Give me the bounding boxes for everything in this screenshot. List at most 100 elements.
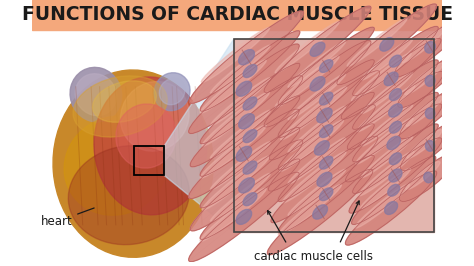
Ellipse shape	[75, 74, 117, 115]
Ellipse shape	[53, 70, 213, 257]
Ellipse shape	[313, 205, 328, 219]
Ellipse shape	[264, 40, 371, 127]
Ellipse shape	[269, 71, 380, 160]
Ellipse shape	[271, 136, 378, 223]
Ellipse shape	[406, 97, 442, 126]
Bar	[134, 146, 164, 176]
Ellipse shape	[200, 96, 300, 176]
Ellipse shape	[210, 78, 270, 126]
Ellipse shape	[278, 155, 374, 233]
Ellipse shape	[154, 73, 190, 111]
Ellipse shape	[278, 92, 374, 170]
Ellipse shape	[401, 121, 460, 171]
Ellipse shape	[201, 28, 270, 82]
Ellipse shape	[352, 53, 411, 101]
Ellipse shape	[319, 156, 333, 169]
Ellipse shape	[319, 92, 333, 105]
Ellipse shape	[200, 31, 300, 111]
Ellipse shape	[353, 60, 438, 129]
Ellipse shape	[200, 60, 266, 113]
Text: heart: heart	[40, 208, 94, 228]
Ellipse shape	[210, 45, 270, 93]
Ellipse shape	[425, 140, 435, 151]
Ellipse shape	[200, 63, 300, 144]
Bar	[234, 39, 434, 232]
Ellipse shape	[389, 55, 401, 67]
Ellipse shape	[407, 130, 442, 158]
Ellipse shape	[202, 156, 269, 210]
Text: cardiac muscle cells: cardiac muscle cells	[254, 250, 373, 263]
Ellipse shape	[210, 173, 270, 221]
Ellipse shape	[317, 172, 332, 187]
Ellipse shape	[73, 76, 167, 137]
Ellipse shape	[267, 169, 373, 255]
Ellipse shape	[388, 184, 400, 196]
Ellipse shape	[357, 85, 415, 132]
Ellipse shape	[337, 4, 437, 85]
Ellipse shape	[281, 87, 347, 140]
Ellipse shape	[282, 152, 346, 203]
Ellipse shape	[202, 92, 269, 146]
Ellipse shape	[264, 6, 371, 93]
Ellipse shape	[353, 93, 438, 162]
Ellipse shape	[243, 193, 257, 206]
Ellipse shape	[238, 178, 255, 193]
Bar	[234, 39, 434, 232]
Ellipse shape	[64, 116, 167, 215]
Ellipse shape	[210, 110, 270, 158]
Ellipse shape	[389, 169, 402, 182]
Ellipse shape	[398, 54, 462, 107]
Ellipse shape	[362, 72, 413, 114]
Ellipse shape	[210, 142, 270, 190]
Ellipse shape	[310, 42, 325, 56]
Ellipse shape	[116, 104, 176, 168]
Ellipse shape	[319, 60, 333, 72]
Ellipse shape	[424, 172, 433, 183]
Ellipse shape	[360, 168, 410, 209]
Ellipse shape	[288, 41, 346, 88]
Ellipse shape	[120, 81, 189, 151]
Ellipse shape	[243, 130, 257, 143]
Ellipse shape	[288, 106, 346, 152]
Ellipse shape	[275, 22, 339, 73]
Ellipse shape	[402, 28, 445, 63]
Ellipse shape	[341, 39, 441, 119]
Ellipse shape	[92, 81, 156, 122]
Ellipse shape	[389, 104, 402, 117]
Ellipse shape	[389, 89, 401, 101]
Ellipse shape	[280, 120, 344, 172]
Ellipse shape	[278, 60, 374, 138]
Ellipse shape	[346, 171, 437, 245]
Ellipse shape	[288, 169, 346, 215]
Ellipse shape	[404, 63, 443, 95]
Ellipse shape	[406, 161, 440, 190]
Ellipse shape	[353, 26, 438, 96]
Ellipse shape	[346, 104, 442, 182]
Bar	[32, 0, 442, 30]
Ellipse shape	[268, 105, 375, 191]
Ellipse shape	[310, 77, 325, 91]
Ellipse shape	[319, 188, 333, 201]
Ellipse shape	[278, 27, 374, 105]
Ellipse shape	[200, 127, 300, 208]
Ellipse shape	[70, 67, 122, 122]
Ellipse shape	[362, 39, 413, 80]
Ellipse shape	[380, 38, 394, 51]
Ellipse shape	[243, 97, 257, 110]
Ellipse shape	[400, 153, 457, 201]
Ellipse shape	[359, 151, 414, 196]
Ellipse shape	[384, 202, 398, 214]
Ellipse shape	[384, 72, 398, 86]
Ellipse shape	[389, 153, 401, 165]
Ellipse shape	[362, 105, 413, 146]
Ellipse shape	[236, 146, 252, 161]
Ellipse shape	[189, 44, 299, 134]
Ellipse shape	[353, 124, 438, 193]
Ellipse shape	[356, 118, 413, 164]
Ellipse shape	[349, 138, 442, 213]
Ellipse shape	[400, 88, 461, 139]
Ellipse shape	[94, 77, 207, 215]
Ellipse shape	[159, 79, 185, 105]
Ellipse shape	[387, 136, 401, 149]
Ellipse shape	[355, 184, 410, 228]
